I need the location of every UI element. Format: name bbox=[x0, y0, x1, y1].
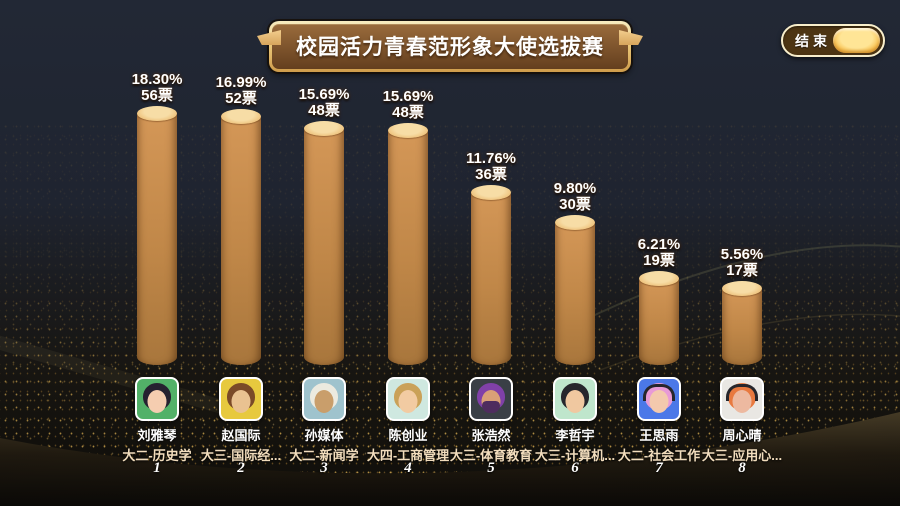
end-vote-toggle[interactable]: 结束 bbox=[781, 24, 885, 57]
vote-label: 18.30% 56票 bbox=[132, 72, 183, 104]
candidate-major: 大三-应用心... bbox=[701, 448, 783, 463]
candidate-column: 9.80% 30票 李哲宇 大三-计算机... 6 bbox=[533, 0, 617, 506]
vote-label: 15.69% 48票 bbox=[383, 89, 434, 121]
vote-label: 5.56% 17票 bbox=[721, 247, 764, 279]
avatar-feature-icon bbox=[726, 384, 758, 401]
vote-count: 56票 bbox=[141, 87, 173, 104]
candidate-column: 11.76% 36票 张浩然 大三-体育教育 5 bbox=[449, 0, 533, 506]
vote-count: 48票 bbox=[308, 102, 340, 119]
avatar-face-icon bbox=[398, 390, 418, 413]
vote-percent: 16.99% bbox=[215, 74, 267, 91]
vote-bar bbox=[304, 121, 344, 365]
candidate-avatar bbox=[219, 377, 263, 421]
candidate-major: 大二-新闻学 bbox=[289, 448, 359, 463]
end-vote-label: 结束 bbox=[795, 32, 831, 49]
candidate-column: 15.69% 48票 陈创业 大四-工商管理 4 bbox=[366, 0, 450, 506]
vote-count: 48票 bbox=[392, 104, 424, 121]
vote-percent: 6.21% bbox=[637, 236, 681, 253]
toggle-knob-icon[interactable] bbox=[833, 28, 880, 53]
vote-label: 11.76% 36票 bbox=[466, 151, 516, 183]
candidate-avatar bbox=[302, 377, 346, 421]
candidate-rank: 7 bbox=[655, 460, 663, 476]
avatar-feature-icon bbox=[643, 384, 675, 401]
vote-bar-top bbox=[722, 281, 762, 296]
vote-percent: 9.80% bbox=[553, 180, 597, 197]
vote-count: 19票 bbox=[643, 252, 675, 269]
vote-bar-top bbox=[555, 215, 595, 230]
avatar-face-icon bbox=[314, 390, 334, 413]
vote-bar bbox=[639, 271, 679, 365]
vote-label: 16.99% 52票 bbox=[216, 75, 267, 107]
candidate-name: 王思雨 bbox=[639, 428, 679, 443]
vote-bar-top bbox=[639, 271, 679, 286]
candidate-major: 大三-国际经... bbox=[200, 448, 282, 463]
candidate-rank: 6 bbox=[571, 460, 579, 476]
candidate-avatar bbox=[386, 377, 430, 421]
vote-percent: 11.76% bbox=[465, 150, 517, 167]
candidate-rank: 3 bbox=[320, 460, 328, 476]
vote-bar bbox=[555, 215, 595, 365]
vote-count: 36票 bbox=[475, 166, 507, 183]
vote-count: 30票 bbox=[559, 196, 591, 213]
candidate-major: 大四-工商管理 bbox=[366, 448, 450, 463]
candidate-rank: 1 bbox=[153, 460, 161, 476]
avatar-face-icon bbox=[231, 390, 251, 413]
vote-bar-top bbox=[471, 185, 511, 200]
vote-bar bbox=[722, 281, 762, 365]
candidate-rank: 8 bbox=[738, 460, 746, 476]
vote-bar bbox=[137, 106, 177, 365]
vote-bar bbox=[471, 185, 511, 365]
avatar-face-icon bbox=[565, 390, 585, 413]
page-title: 校园活力青春范形象大使选拔赛 bbox=[296, 36, 604, 59]
candidate-name: 孙媒体 bbox=[304, 428, 344, 443]
candidate-column: 5.56% 17票 周心晴 大三-应用心... 8 bbox=[700, 0, 784, 506]
vote-bar-top bbox=[388, 123, 428, 138]
candidate-avatar bbox=[553, 377, 597, 421]
vote-bar-top bbox=[304, 121, 344, 136]
avatar-face-icon bbox=[147, 390, 167, 413]
vote-percent: 15.69% bbox=[382, 88, 434, 105]
candidate-column: 16.99% 52票 赵国际 大三-国际经... 2 bbox=[199, 0, 283, 506]
vote-label: 6.21% 19票 bbox=[638, 237, 681, 269]
vote-percent: 15.69% bbox=[298, 86, 350, 103]
candidate-avatar bbox=[135, 377, 179, 421]
vote-bar-top bbox=[221, 109, 261, 124]
avatar-feature-icon bbox=[482, 401, 500, 413]
candidate-column: 6.21% 19票 王思雨 大二-社会工作 7 bbox=[617, 0, 701, 506]
vote-bar-top bbox=[137, 106, 177, 121]
vote-count: 17票 bbox=[726, 262, 758, 279]
candidate-major: 大二-社会工作 bbox=[617, 448, 701, 463]
vote-percent: 5.56% bbox=[720, 246, 764, 263]
title-banner: 校园活力青春范形象大使选拔赛 bbox=[257, 21, 643, 72]
vote-bar bbox=[388, 123, 428, 365]
candidate-name: 赵国际 bbox=[221, 428, 261, 443]
candidate-name: 周心晴 bbox=[722, 428, 762, 443]
vote-percent: 18.30% bbox=[131, 71, 183, 88]
candidate-column: 15.69% 48票 孙媒体 大二-新闻学 3 bbox=[282, 0, 366, 506]
vote-count: 52票 bbox=[225, 90, 257, 107]
candidate-rank: 2 bbox=[237, 460, 245, 476]
vote-label: 9.80% 30票 bbox=[554, 181, 597, 213]
vote-label: 15.69% 48票 bbox=[299, 87, 350, 119]
candidate-name: 李哲宇 bbox=[555, 428, 595, 443]
candidate-name: 张浩然 bbox=[471, 428, 511, 443]
candidate-name: 刘雅琴 bbox=[137, 428, 177, 443]
candidate-name: 陈创业 bbox=[388, 428, 428, 443]
candidate-major: 大二-历史学 bbox=[122, 448, 192, 463]
candidate-avatar bbox=[720, 377, 764, 421]
vote-bar bbox=[221, 109, 261, 365]
candidate-avatar bbox=[469, 377, 513, 421]
candidate-avatar bbox=[637, 377, 681, 421]
candidate-rank: 5 bbox=[487, 460, 495, 476]
candidate-major: 大三-体育教育 bbox=[449, 448, 533, 463]
candidate-rank: 4 bbox=[404, 460, 412, 476]
candidate-major: 大三-计算机... bbox=[534, 448, 616, 463]
candidate-column: 18.30% 56票 刘雅琴 大二-历史学 1 bbox=[115, 0, 199, 506]
